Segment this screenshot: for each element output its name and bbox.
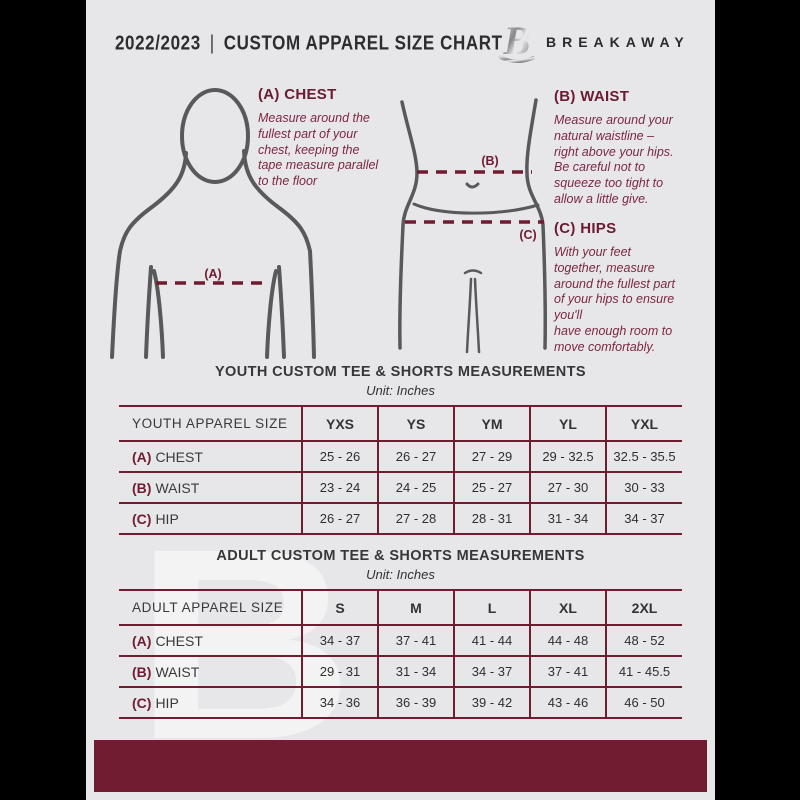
brand-name: BREAKAWAY (546, 34, 690, 50)
measurement-value: 36 - 39 (377, 687, 454, 718)
measurement-row: (C) HIP 26 - 27 27 - 28 28 - 31 31 - 34 34 - 3… (119, 503, 682, 534)
measurement-value: 31 - 34 (529, 503, 606, 534)
measurement-value: 41 - 45.5 (605, 656, 682, 687)
size-column-header: L (453, 590, 530, 625)
measurement-value: 34 - 37 (605, 503, 682, 534)
season-label: 2022/2023 (115, 31, 201, 55)
size-column-header: S (301, 590, 378, 625)
measurement-value: 28 - 31 (453, 503, 530, 534)
measurement-value: 23 - 24 (301, 472, 378, 503)
measurement-value: 37 - 41 (377, 625, 454, 656)
size-column-header: YXL (605, 406, 682, 441)
measurement-label: (A) CHEST (132, 632, 203, 649)
size-column-header: 2XL (605, 590, 682, 625)
size-column-header: YM (453, 406, 530, 441)
measurement-label: (A) CHEST (132, 448, 203, 465)
measurement-value: 32.5 - 35.5 (605, 441, 682, 472)
svg-text:B: B (503, 18, 531, 63)
title-divider: | (209, 31, 215, 55)
page-title: 2022/2023 | CUSTOM APPAREL SIZE CHART (115, 31, 503, 55)
size-column-header: YL (529, 406, 606, 441)
size-label-header: YOUTH APPAREL SIZE (132, 416, 288, 431)
measurement-marker: (A) (132, 632, 152, 649)
measurement-value: 41 - 44 (453, 625, 530, 656)
size-column-header: YXS (301, 406, 378, 441)
measurement-value: 27 - 28 (377, 503, 454, 534)
torso-diagram: (A) (110, 88, 316, 359)
measurement-value: 27 - 30 (529, 472, 606, 503)
measurement-value: 31 - 34 (377, 656, 454, 687)
table-unit: Unit: Inches (366, 383, 435, 398)
breakaway-logo-icon: B (498, 18, 535, 63)
measurement-value: 39 - 42 (453, 687, 530, 718)
measurement-value: 25 - 26 (301, 441, 378, 472)
measurement-label: (B) WAIST (132, 479, 200, 496)
measurement-marker: (A) (132, 448, 152, 465)
measurement-value: 26 - 27 (301, 503, 378, 534)
measurement-label: (B) WAIST (132, 663, 200, 680)
measurement-row: (C) HIP 34 - 36 36 - 39 39 - 42 43 - 46 46 - 5… (119, 687, 682, 718)
size-column-header: M (377, 590, 454, 625)
hips-guide-text: With your feet together, measure around … (554, 245, 675, 354)
waist-guide-heading: (B) WAIST (554, 88, 630, 105)
page-header: 2022/2023 | CUSTOM APPAREL SIZE CHART B (86, 0, 715, 80)
size-table: ADULT APPAREL SIZE S M L XL 2XL (A) CHEST 34 -… (119, 589, 682, 719)
measurement-label: (C) HIP (132, 694, 179, 711)
measurement-guide: (A) (B) (C) (A) CHEST Mea (86, 0, 715, 365)
measurement-value: 25 - 27 (453, 472, 530, 503)
measurement-row: (B) WAIST 23 - 24 24 - 25 25 - 27 27 - 30 30 -… (119, 472, 682, 503)
measurement-value: 29 - 31 (301, 656, 378, 687)
chest-marker-label: (A) (204, 267, 221, 281)
size-table: YOUTH APPAREL SIZE YXS YS YM YL YXL (A) CHEST… (119, 405, 682, 535)
size-column-header: YS (377, 406, 454, 441)
measurement-row: (B) WAIST 29 - 31 31 - 34 34 - 37 37 - 41 41 -… (119, 656, 682, 687)
measurement-value: 29 - 32.5 (529, 441, 606, 472)
table-header-row: ADULT APPAREL SIZE S M L XL 2XL (119, 590, 682, 625)
measurement-value: 34 - 37 (453, 656, 530, 687)
size-table-section: YOUTH CUSTOM TEE & SHORTS MEASUREMENTS U… (86, 364, 715, 535)
size-tables: YOUTH CUSTOM TEE & SHORTS MEASUREMENTS U… (86, 364, 715, 719)
measurement-marker: (B) (132, 663, 152, 680)
chest-guide-text: Measure around the fullest part of your … (258, 111, 379, 188)
hips-marker-label: (C) (519, 228, 536, 242)
measurement-value: 48 - 52 (605, 625, 682, 656)
chest-guide-heading: (A) CHEST (258, 86, 337, 103)
size-table-section: ADULT CUSTOM TEE & SHORTS MEASUREMENTS U… (86, 548, 715, 719)
brand-block: B BREAKAWAY (496, 18, 690, 66)
table-title: ADULT CUSTOM TEE & SHORTS MEASUREMENTS (216, 548, 585, 564)
measurement-label: (C) HIP (132, 510, 179, 527)
hips-guide-heading: (C) HIPS (554, 220, 617, 237)
measurement-value: 26 - 27 (377, 441, 454, 472)
chart-title: CUSTOM APPAREL SIZE CHART (223, 31, 503, 55)
measurement-value: 34 - 37 (301, 625, 378, 656)
chest-guide: (A) CHEST Measure around the fullest par… (258, 86, 418, 190)
measurement-row: (A) CHEST 34 - 37 37 - 41 41 - 44 44 - 48 48 -… (119, 625, 682, 656)
measurement-value: 27 - 29 (453, 441, 530, 472)
measurement-marker: (C) (132, 510, 152, 527)
hips-diagram: (B) (C) (398, 98, 548, 354)
size-chart-page: B 2022/2023 | CUSTOM APPAREL SIZE CHART (86, 0, 715, 800)
hips-guide: (C) HIPS With your feet together, measur… (554, 220, 712, 355)
waist-marker-label: (B) (481, 154, 498, 168)
footer-bar (94, 740, 707, 792)
table-header-row: YOUTH APPAREL SIZE YXS YS YM YL YXL (119, 406, 682, 441)
measurement-marker: (B) (132, 479, 152, 496)
measurement-value: 43 - 46 (529, 687, 606, 718)
measurement-value: 34 - 36 (301, 687, 378, 718)
table-title: YOUTH CUSTOM TEE & SHORTS MEASUREMENTS (214, 364, 586, 380)
measurement-value: 44 - 48 (529, 625, 606, 656)
measurement-row: (A) CHEST 25 - 26 26 - 27 27 - 29 29 - 32.5 32… (119, 441, 682, 472)
waist-guide-text: Measure around your natural waistline – … (554, 113, 674, 206)
measurement-value: 30 - 33 (605, 472, 682, 503)
waist-guide: (B) WAIST Measure around your natural wa… (554, 88, 706, 208)
size-label-header: ADULT APPAREL SIZE (132, 600, 284, 615)
measurement-value: 24 - 25 (377, 472, 454, 503)
size-column-header: XL (529, 590, 606, 625)
measurement-marker: (C) (132, 694, 152, 711)
measurement-value: 46 - 50 (605, 687, 682, 718)
table-unit: Unit: Inches (366, 567, 435, 582)
measurement-value: 37 - 41 (529, 656, 606, 687)
